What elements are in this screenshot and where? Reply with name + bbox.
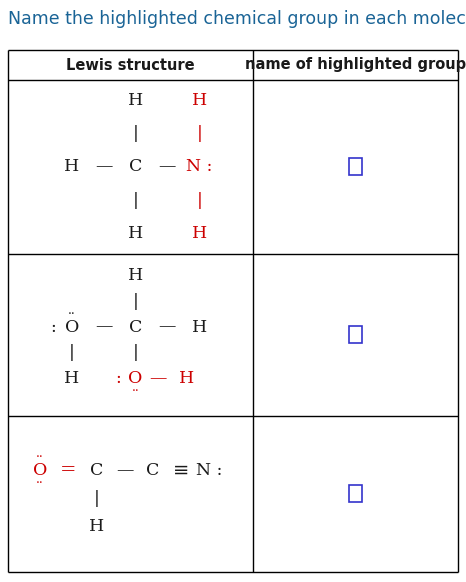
Text: name of highlighted group: name of highlighted group	[245, 58, 466, 73]
Text: |: |	[133, 293, 138, 310]
Text: ··: ··	[68, 307, 75, 321]
Text: C: C	[129, 318, 142, 336]
Text: H: H	[64, 370, 79, 387]
Text: H: H	[64, 158, 79, 176]
Text: O: O	[128, 370, 143, 387]
Text: —: —	[159, 318, 176, 336]
Text: H: H	[179, 370, 194, 387]
Text: N :: N :	[196, 462, 222, 479]
Text: ≡: ≡	[173, 462, 189, 480]
Text: —: —	[95, 158, 112, 176]
Text: —: —	[116, 462, 133, 479]
Text: H: H	[128, 93, 143, 109]
Text: ··: ··	[36, 477, 44, 490]
Text: :: :	[115, 370, 121, 387]
Text: |: |	[196, 191, 202, 208]
Text: |: |	[133, 191, 138, 208]
Text: |: |	[69, 345, 75, 361]
Text: |: |	[196, 126, 202, 143]
Text: —: —	[95, 318, 112, 336]
Text: C: C	[89, 462, 103, 479]
Text: H: H	[192, 225, 207, 242]
Text: Lewis structure: Lewis structure	[66, 58, 195, 73]
Text: ··: ··	[36, 451, 44, 464]
Text: O: O	[65, 318, 79, 336]
Text: |: |	[93, 490, 99, 507]
Text: C: C	[146, 462, 159, 479]
Text: |: |	[133, 345, 138, 361]
Bar	[349, 485, 362, 502]
Text: :: :	[50, 318, 55, 336]
Text: H: H	[128, 267, 143, 284]
Text: H: H	[128, 225, 143, 242]
Bar	[349, 327, 362, 343]
Bar	[349, 158, 362, 176]
Text: H: H	[89, 518, 104, 535]
Text: ··: ··	[132, 385, 139, 398]
Text: C: C	[129, 158, 142, 176]
Text: H: H	[192, 318, 207, 336]
Text: —: —	[149, 370, 166, 387]
Text: N :: N :	[186, 158, 212, 176]
Text: |: |	[133, 126, 138, 143]
Text: =: =	[60, 462, 76, 480]
Text: O: O	[33, 462, 47, 479]
Text: H: H	[192, 93, 207, 109]
Text: —: —	[159, 158, 176, 176]
Text: Name the highlighted chemical group in each molecule.: Name the highlighted chemical group in e…	[8, 10, 466, 28]
